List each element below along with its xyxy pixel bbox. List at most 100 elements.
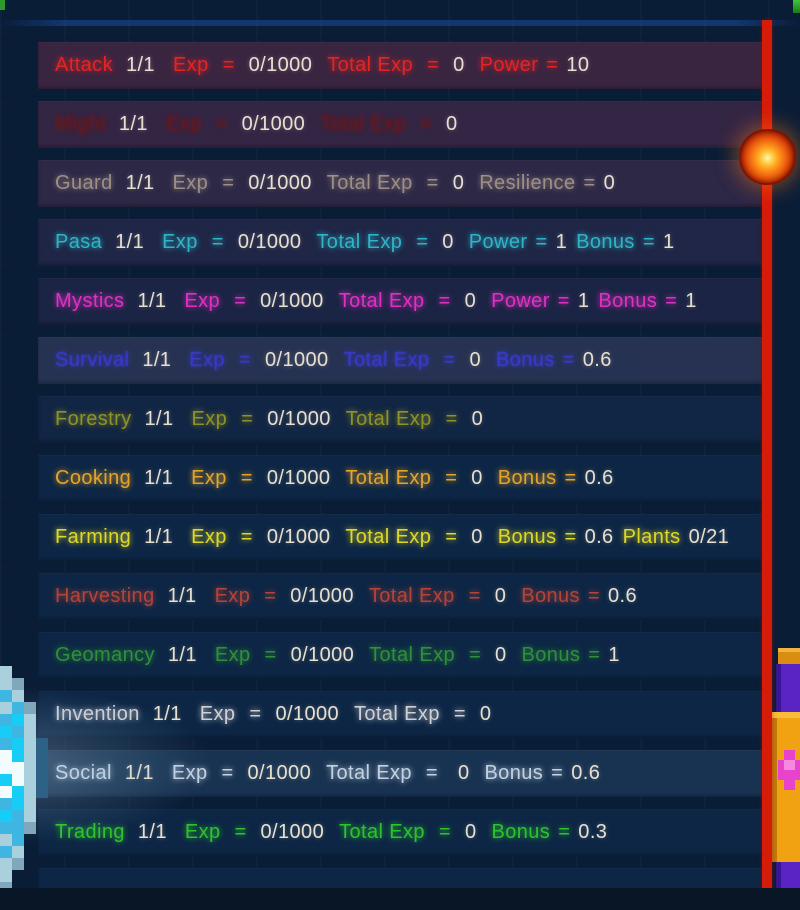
total-exp-value: 0 — [464, 821, 477, 843]
bottom-edge — [0, 888, 800, 910]
scrollbar-track[interactable] — [762, 20, 772, 893]
equals-sign: = — [546, 54, 559, 76]
equals-sign: = — [642, 231, 655, 253]
bonus-label: Bonus — [495, 349, 555, 371]
top-blue-stripe — [0, 20, 800, 26]
skill-level: 1/1 — [115, 231, 145, 253]
skill-level: 1/1 — [144, 467, 174, 489]
skill-row-mystics[interactable]: Mystics 1/1 Exp = 0/1000 Total Exp = 0 P… — [38, 278, 762, 325]
total-exp-value: 0 — [446, 113, 458, 135]
exp-value: 0/1000 — [260, 290, 324, 312]
bonus-label: Bonus — [521, 644, 581, 666]
equals-sign: = — [222, 172, 235, 194]
equals-sign: = — [438, 290, 451, 312]
skill-level: 1/1 — [125, 172, 155, 194]
bonus-value: 0.6 — [584, 526, 614, 548]
exp-value: 0/1000 — [290, 585, 354, 607]
skill-row-cooking[interactable]: Cooking 1/1 Exp = 0/1000 Total Exp = 0 B… — [38, 455, 762, 502]
corner-accent-left — [0, 0, 5, 10]
skill-name: Mystics — [55, 290, 125, 312]
bonus-label: Bonus — [576, 231, 635, 253]
skill-row-farming[interactable]: Farming 1/1 Exp = 0/1000 Total Exp = 0 B… — [38, 514, 762, 561]
total-exp-label: Total Exp — [353, 703, 440, 725]
skill-extras: Power = 1 Bonus = 1 — [469, 219, 684, 266]
exp-value: 0/1000 — [266, 526, 331, 548]
equals-sign: = — [264, 585, 277, 607]
skill-row-harvesting[interactable]: Harvesting 1/1 Exp = 0/1000 Total Exp = … — [38, 573, 762, 620]
exp-label: Exp — [191, 408, 228, 430]
equals-sign: = — [249, 703, 262, 725]
equals-sign: = — [238, 349, 252, 371]
equals-sign: = — [240, 467, 253, 489]
equals-sign: = — [557, 290, 570, 312]
skill-extras: Power = 1 Bonus = 1 — [491, 278, 706, 325]
exp-value: 0/1000 — [266, 467, 331, 489]
equals-sign: = — [445, 526, 458, 548]
skill-level: 1/1 — [137, 821, 167, 843]
bonus-label: Bonus — [497, 526, 557, 548]
blue-crystal-icon — [0, 666, 48, 894]
skill-row-pasa[interactable]: Pasa 1/1 Exp = 0/1000 Total Exp = 0 Powe… — [38, 219, 762, 266]
resilience-value: 0 — [603, 172, 616, 194]
bonus-label: Bonus — [521, 585, 580, 607]
equals-sign: = — [215, 113, 228, 135]
skill-extras: Bonus = 0.3 — [491, 809, 616, 856]
total-exp-value: 0 — [471, 467, 483, 489]
skill-row-invention[interactable]: Invention 1/1 Exp = 0/1000 Total Exp = 0 — [38, 691, 762, 738]
equals-sign: = — [583, 172, 596, 194]
power-label: Power — [468, 231, 528, 253]
equals-sign: = — [419, 113, 433, 135]
total-exp-value: 0 — [451, 762, 470, 784]
equals-sign: = — [241, 408, 254, 430]
exp-label: Exp — [184, 290, 221, 312]
power-value: 10 — [566, 54, 590, 76]
skill-name: Forestry — [55, 408, 132, 430]
exp-value: 0/1000 — [237, 231, 302, 253]
skill-level: 1/1 — [152, 703, 182, 725]
equals-sign: = — [587, 585, 601, 607]
total-exp-value: 0 — [469, 349, 481, 371]
exp-label: Exp — [184, 821, 221, 843]
power-value: 1 — [577, 290, 590, 312]
exp-label: Exp — [191, 467, 227, 489]
skill-row-geomancy[interactable]: Geomancy 1/1 Exp = 0/1000 Total Exp = 0 … — [38, 632, 762, 679]
equals-sign: = — [551, 762, 564, 784]
exp-label: Exp — [214, 585, 251, 607]
bonus-value: 0.3 — [578, 821, 608, 843]
skill-level: 1/1 — [125, 54, 155, 76]
bonus-label: Bonus — [598, 290, 658, 312]
skill-row-might[interactable]: Might 1/1 Exp = 0/1000 Total Exp = 0 — [38, 101, 762, 148]
total-exp-label: Total Exp — [326, 762, 412, 784]
exp-value: 0/1000 — [248, 54, 313, 76]
equals-sign: = — [240, 526, 253, 548]
total-exp-value: 0 — [479, 703, 492, 725]
total-exp-label: Total Exp — [345, 526, 432, 548]
equals-sign: = — [211, 231, 224, 253]
equals-sign: = — [665, 290, 678, 312]
skill-row-guard[interactable]: Guard 1/1 Exp = 0/1000 Total Exp = 0 Res… — [38, 160, 762, 207]
skill-row-trading[interactable]: Trading 1/1 Exp = 0/1000 Total Exp = 0 B… — [38, 809, 762, 856]
total-exp-label: Total Exp — [343, 349, 430, 371]
skill-name: Attack — [55, 54, 113, 76]
exp-value: 0/1000 — [241, 113, 306, 135]
total-exp-value: 0 — [494, 585, 507, 607]
skill-row-survival[interactable]: Survival 1/1 Exp = 0/1000 Total Exp = 0 … — [38, 337, 762, 384]
skill-row-attack[interactable]: Attack 1/1 Exp = 0/1000 Total Exp = 0 Po… — [38, 42, 762, 89]
exp-label: Exp — [172, 54, 209, 76]
equals-sign: = — [445, 467, 458, 489]
exp-value: 0/1000 — [265, 349, 329, 371]
skill-row-social[interactable]: Social 1/1 Exp = 0/1000 Total Exp = 0 Bo… — [38, 750, 762, 797]
skill-name: Geomancy — [55, 644, 155, 666]
exp-label: Exp — [214, 644, 251, 666]
total-exp-label: Total Exp — [326, 172, 413, 194]
skill-level: 1/1 — [124, 762, 154, 784]
skill-extras: Bonus = 0.6 — [521, 573, 646, 620]
equals-sign: = — [564, 467, 577, 489]
skill-extras: Power = 10 — [480, 42, 599, 89]
skill-level: 1/1 — [144, 408, 174, 430]
total-exp-value: 0 — [452, 172, 465, 194]
bonus-value: 1 — [608, 644, 620, 666]
skill-row-forestry[interactable]: Forestry 1/1 Exp = 0/1000 Total Exp = 0 — [38, 396, 762, 443]
equals-sign: = — [222, 54, 235, 76]
fireball-scroll-handle-icon[interactable] — [739, 129, 796, 185]
